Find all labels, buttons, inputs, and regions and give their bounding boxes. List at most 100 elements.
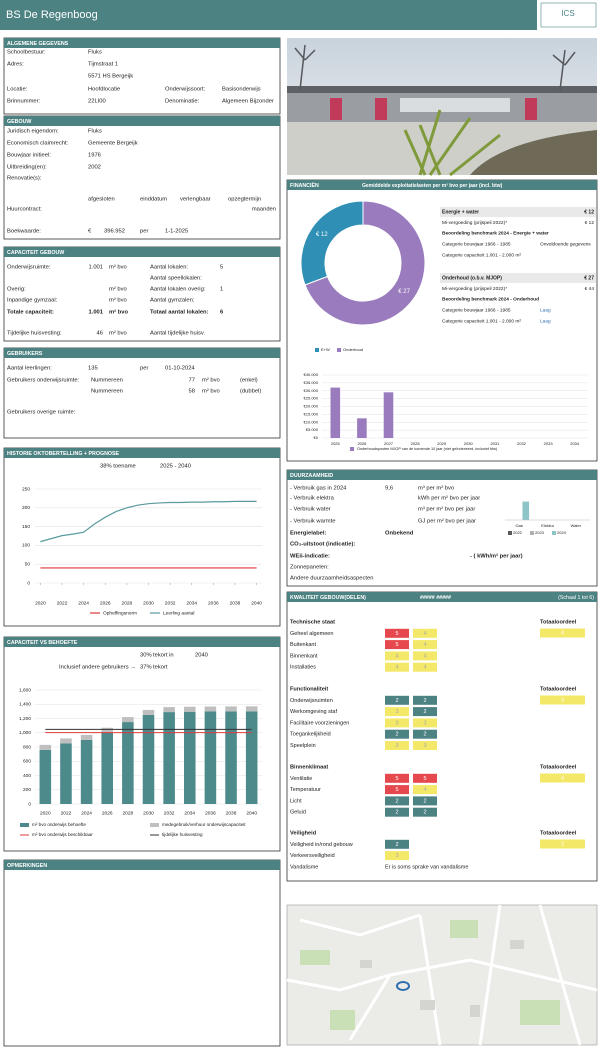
- legend-label: 2022: [513, 530, 523, 535]
- field-value: m² bvo: [109, 287, 127, 293]
- field-value: Basisonderwijs: [222, 87, 261, 93]
- field-label: - Verbruik gas in 2024: [290, 486, 347, 492]
- field-value: GJ per m² bvo per jaar: [418, 519, 476, 525]
- x-tick-label: 2030: [464, 441, 474, 446]
- bar: [330, 387, 341, 438]
- table-head-bg: [440, 207, 596, 217]
- field-label: Aantal speellokalen:: [150, 276, 202, 282]
- section-subtitle: Gemiddelde exploitatielasten per m² bvo …: [362, 183, 503, 189]
- field-value: 1.001: [88, 265, 103, 271]
- score-value: 3: [423, 743, 426, 749]
- bar-segment: [122, 722, 134, 804]
- y-tick-label: 200: [23, 787, 31, 793]
- field-label: Boekwaarde:: [7, 229, 41, 235]
- x-tick-label: 2034: [184, 810, 195, 816]
- y-tick-label: 0: [27, 580, 30, 586]
- item-name: Werkomgeving staf: [290, 709, 337, 715]
- section-title: CAPACITEIT VS BEHOEFTE: [7, 640, 78, 646]
- section-header: [4, 348, 280, 358]
- total-score: [540, 773, 585, 783]
- legend-swatch: [337, 348, 341, 352]
- x-tick-label: 2025: [331, 441, 341, 446]
- field-value: - ( kWh/m² per jaar): [470, 553, 523, 560]
- score-value: 5: [423, 776, 426, 782]
- field-label: Energielabel:: [290, 531, 326, 537]
- score-value: 5: [395, 787, 398, 793]
- legend-label: E+W: [321, 347, 330, 352]
- field-value: m² bvo: [109, 331, 127, 337]
- score-value: 2: [395, 798, 398, 804]
- text: Categorie bouwjaar 1966 - 1985: [442, 307, 511, 313]
- photo-bed: [470, 130, 597, 175]
- legend-swatch: [508, 531, 512, 535]
- field-value: Fluks: [88, 50, 102, 56]
- field-label: Aantal lokalen:: [150, 265, 188, 271]
- group-title: Binnenklimaat: [290, 764, 328, 770]
- photo-windows: [400, 98, 510, 112]
- field-value: m² bvo: [109, 309, 128, 316]
- item-name: Onderwijsruimten: [290, 698, 333, 704]
- bar-segment: [39, 744, 52, 750]
- score-box: [413, 662, 437, 672]
- total-score: [540, 695, 585, 705]
- item-name: Temperatuur: [290, 787, 321, 793]
- score-box: [385, 718, 409, 728]
- score-value: 4: [423, 665, 426, 671]
- y-tick-label: €10.000: [304, 419, 319, 424]
- field-label: Uitbreiding(en):: [7, 165, 47, 171]
- score-value: 4: [423, 787, 426, 793]
- section-box: [3, 859, 281, 1047]
- header-bar: [0, 0, 537, 30]
- item-name: Installaties: [290, 665, 316, 671]
- field-value: per: [140, 229, 148, 235]
- x-tick-label: Gas: [515, 523, 522, 528]
- annotation: tekort in: [153, 653, 174, 659]
- bar-segment: [101, 732, 114, 804]
- field-value: 9,6: [385, 486, 393, 492]
- map: [286, 904, 598, 1046]
- legend-swatch: [20, 823, 29, 827]
- field-value: Nummereen: [91, 389, 123, 395]
- item-name: Speelplein: [290, 743, 316, 749]
- pie-slice: [300, 200, 364, 286]
- field-value: afgesloten: [88, 197, 115, 203]
- x-tick-label: 2027: [384, 441, 394, 446]
- pie-slice: [304, 200, 426, 326]
- score-value: 2: [423, 732, 426, 738]
- score-box: [385, 640, 409, 650]
- section-box: [3, 246, 281, 342]
- bar-segment: [142, 709, 155, 715]
- field-value: opzegtermijn: [228, 197, 261, 203]
- score-value: 5: [395, 776, 398, 782]
- x-tick-label: 2026: [357, 441, 367, 446]
- total-value: 3: [561, 697, 564, 703]
- legend-swatch: [552, 531, 556, 535]
- bar-segment: [204, 706, 217, 712]
- photo-door: [330, 98, 342, 120]
- score-value: 3: [395, 709, 398, 715]
- section-title: OPMERKINGEN: [7, 863, 47, 869]
- item-note: Er is soms sprake van vandalisme: [385, 864, 468, 870]
- section-title: GEBRUIKERS: [7, 351, 43, 357]
- section-header: [4, 860, 280, 870]
- annotation: 30%: [140, 653, 152, 659]
- x-tick-label: 2040: [246, 810, 257, 816]
- bar-segment: [39, 749, 52, 804]
- photo-roof: [287, 86, 597, 93]
- y-tick-label: 1,200: [19, 716, 31, 722]
- field-value: 01-10-2024: [165, 366, 195, 372]
- x-tick-label: 2032: [164, 810, 175, 816]
- field-label: Aantal gymzalen:: [150, 298, 195, 304]
- field-value: Nummereen: [91, 378, 123, 384]
- field-value: 5: [220, 265, 223, 271]
- total-value: 2: [561, 841, 564, 847]
- legend-label: 2023: [535, 530, 545, 535]
- field-value: 5571 HS Bergeijk: [88, 74, 133, 80]
- section-header: [4, 247, 280, 257]
- bar-segment: [163, 707, 175, 713]
- bar-segment: [60, 738, 72, 744]
- section-title: KWALITEIT GEBOUW(DELEN): [290, 595, 366, 601]
- y-tick-label: 250: [22, 486, 30, 492]
- field-value: €: [88, 229, 92, 235]
